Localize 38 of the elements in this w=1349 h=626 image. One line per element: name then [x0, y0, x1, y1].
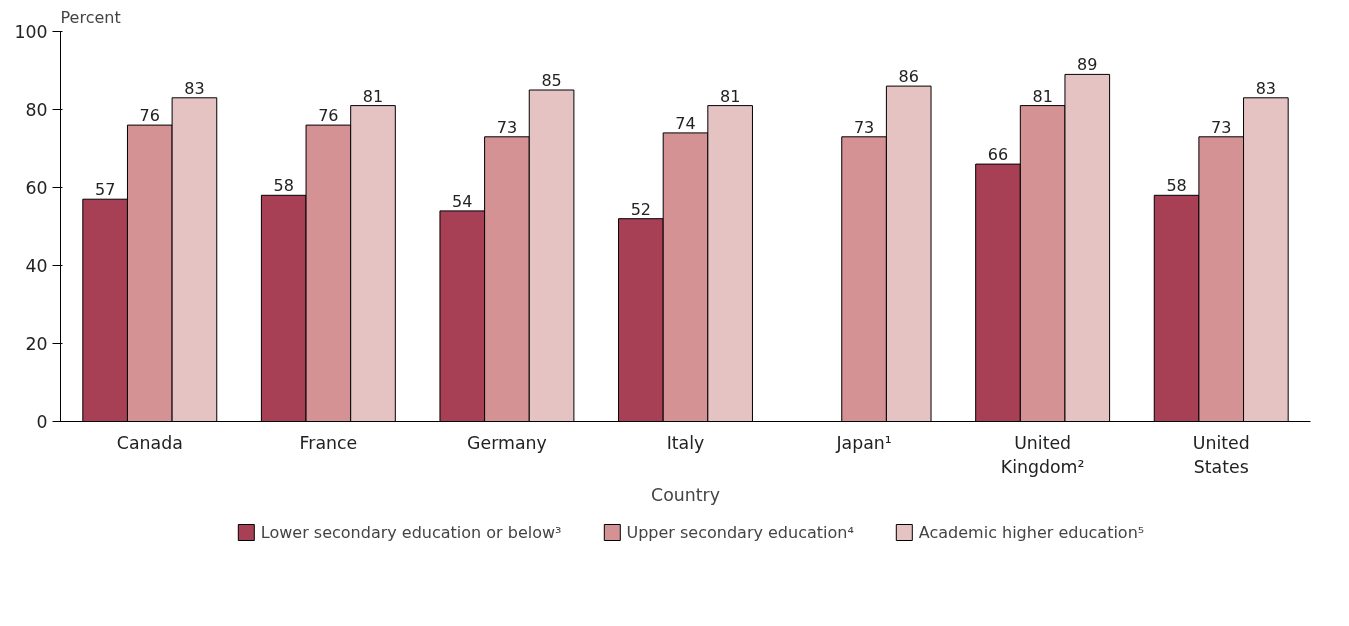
- y-tick-label: 100: [14, 22, 48, 42]
- data-label: 58: [1166, 176, 1187, 196]
- y-tick-label: 40: [25, 256, 48, 276]
- x-tick-label: Japan¹: [835, 432, 892, 453]
- y-axis-title: Percent: [60, 7, 121, 27]
- data-label: 85: [541, 71, 562, 90]
- x-tick-label: Germany: [467, 432, 547, 453]
- data-label: 73: [496, 117, 518, 137]
- y-tick-label: 20: [25, 334, 48, 354]
- y-tick-label: 0: [36, 412, 48, 432]
- data-label: 89: [1077, 55, 1098, 75]
- data-label: 81: [719, 86, 741, 106]
- x-tick-label: Canada: [116, 432, 183, 453]
- data-label: 73: [853, 117, 875, 137]
- data-label: 81: [362, 86, 384, 106]
- legend-label: Academic higher education⁵: [918, 522, 1145, 542]
- legend-label: Lower secondary education or below³: [260, 522, 562, 542]
- data-label: 66: [987, 145, 1009, 165]
- data-label: 73: [1211, 117, 1232, 137]
- x-axis-title: Country: [651, 484, 720, 505]
- x-tick-label: United States: [1192, 432, 1250, 477]
- data-label: 83: [184, 78, 205, 98]
- x-tick-label: France: [299, 432, 358, 453]
- data-label: 83: [1255, 78, 1277, 98]
- legend-label: Upper secondary education⁴: [626, 522, 854, 542]
- data-label: 52: [630, 199, 652, 219]
- y-tick-label: 60: [25, 178, 48, 198]
- data-label: 81: [1032, 86, 1053, 106]
- data-label: 57: [94, 180, 116, 200]
- data-label: 86: [898, 67, 919, 87]
- y-tick-label: 80: [25, 100, 48, 120]
- data-label: 54: [452, 191, 473, 211]
- x-tick-label: Italy: [666, 432, 705, 453]
- data-label: 58: [273, 176, 294, 196]
- data-label: 76: [318, 106, 339, 126]
- data-label: 76: [139, 106, 160, 126]
- x-tick-label: United Kingdom²: [1000, 432, 1085, 477]
- data-label: 74: [675, 113, 696, 133]
